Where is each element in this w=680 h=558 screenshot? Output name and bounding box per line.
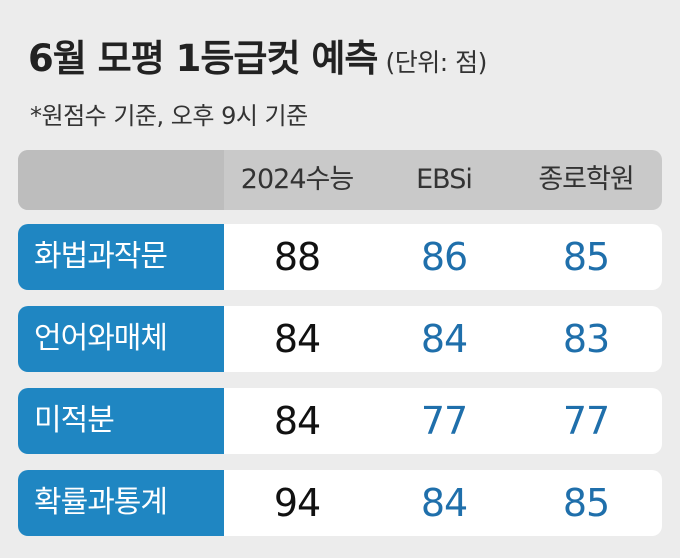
row-label: 언어와매체 [18,306,224,372]
table-row: 확률과통계 94 84 85 [18,470,662,536]
table-header-row: 2024수능 EBSi 종로학원 [18,150,662,210]
column-header-jongro: 종로학원 [538,164,634,195]
value-cell: 94 [273,481,321,525]
table-row: 미적분 84 77 77 [18,388,662,454]
value-cell: 77 [562,399,610,443]
title-text: 6월 모평 1등급컷 예측 [28,37,378,80]
value-cell: 86 [420,235,468,279]
footnote: *원점수 기준, 오후 9시 기준 [30,102,308,130]
page-title: 6월 모평 1등급컷 예측 (단위: 점) [28,28,487,82]
column-header-2024: 2024수능 [240,164,354,195]
value-cell: 83 [562,317,610,361]
value-cell: 77 [420,399,468,443]
value-cell: 85 [562,481,610,525]
value-cell: 84 [420,317,468,361]
table-row: 화법과작문 88 86 85 [18,224,662,290]
row-label: 확률과통계 [18,470,224,536]
table-row: 언어와매체 84 84 83 [18,306,662,372]
row-label: 화법과작문 [18,224,224,290]
value-cell: 84 [273,317,321,361]
column-header-ebsi: EBSi [416,164,473,195]
value-cell: 88 [273,235,321,279]
value-cell: 84 [420,481,468,525]
row-label: 미적분 [18,388,224,454]
header-corner [18,150,224,210]
unit-label: (단위: 점) [385,48,487,77]
value-cell: 84 [273,399,321,443]
value-cell: 85 [562,235,610,279]
